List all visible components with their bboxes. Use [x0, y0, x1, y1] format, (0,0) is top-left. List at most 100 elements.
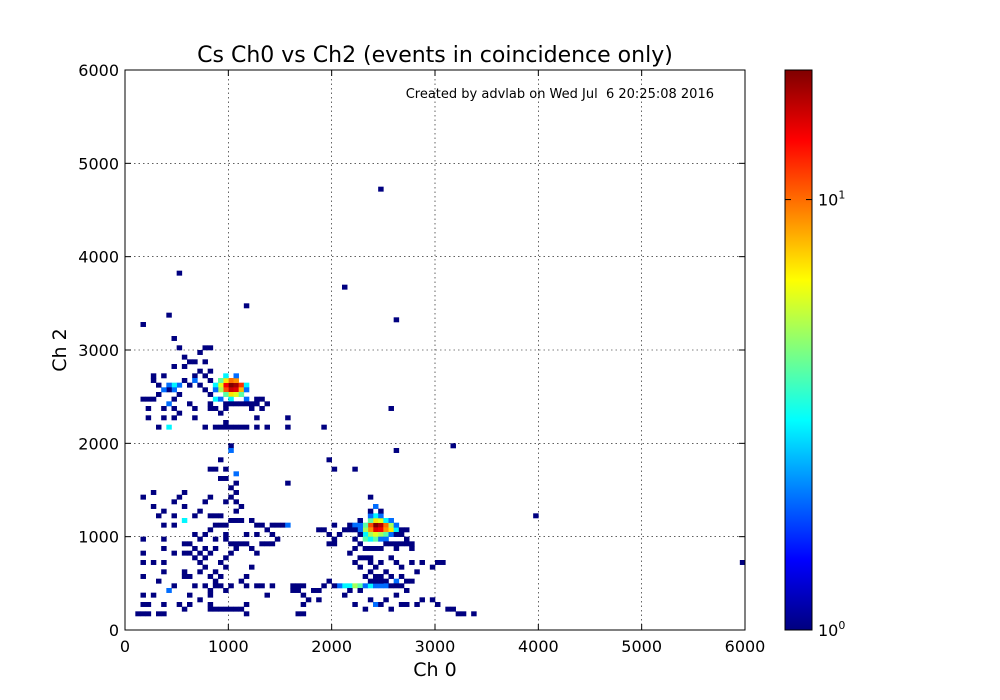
heatmap-bin	[212, 396, 219, 402]
heatmap-bin	[150, 373, 157, 379]
heatmap-bin	[352, 560, 358, 565]
heatmap-bin	[166, 382, 172, 388]
heatmap-bin	[388, 583, 394, 589]
heatmap-bin	[161, 536, 167, 542]
heatmap-bin	[398, 574, 405, 579]
heatmap-bin	[321, 527, 327, 533]
heatmap-bin	[202, 345, 208, 351]
heatmap-bin	[249, 546, 255, 551]
heatmap-bin	[207, 392, 214, 397]
heatmap-bin	[207, 406, 214, 411]
heatmap-bin	[373, 532, 379, 537]
heatmap-bin	[233, 401, 239, 407]
y-tick-label: 1000	[78, 528, 119, 547]
heatmap-bin	[393, 546, 400, 551]
heatmap-bin	[455, 611, 462, 617]
heatmap-bin	[357, 564, 363, 570]
heatmap-bin	[295, 588, 301, 593]
heatmap-bin	[223, 522, 229, 528]
heatmap-bin	[300, 611, 307, 617]
heatmap-bin	[140, 560, 146, 565]
x-tick-label: 5000	[621, 637, 662, 656]
heatmap-bin	[207, 574, 214, 579]
heatmap-bin	[223, 373, 229, 379]
heatmap-bin	[238, 392, 245, 397]
heatmap-bin	[187, 541, 193, 547]
heatmap-bin	[378, 527, 384, 533]
heatmap-bin	[243, 424, 250, 430]
heatmap-bin	[181, 354, 188, 360]
heatmap-bin	[202, 424, 208, 430]
heatmap-bin	[156, 513, 162, 519]
creation-annotation: Created by advlab on Wed Jul 6 20:25:08 …	[406, 87, 714, 102]
heatmap-bin	[212, 583, 219, 589]
heatmap-bin	[202, 373, 208, 379]
x-tick-label: 0	[120, 637, 130, 656]
heatmap-bin	[176, 410, 183, 416]
heatmap-bin	[171, 415, 177, 421]
heatmap-bin	[181, 504, 188, 509]
heatmap-bin	[156, 392, 162, 397]
heatmap-bin	[378, 574, 384, 579]
heatmap-bin	[238, 424, 245, 430]
heatmap-bin	[393, 527, 400, 533]
heatmap-bin	[249, 564, 255, 570]
heatmap-bin	[181, 364, 188, 369]
heatmap-bin	[404, 541, 410, 547]
heatmap-bin	[223, 378, 229, 383]
heatmap-bin	[223, 606, 229, 612]
heatmap-bin	[336, 532, 343, 537]
heatmap-bin	[388, 527, 394, 533]
heatmap-bin	[218, 410, 224, 416]
heatmap-bin	[342, 284, 348, 290]
heatmap-bin	[393, 541, 400, 547]
heatmap-bin	[280, 522, 286, 528]
heatmap-bin	[166, 401, 172, 407]
heatmap-bin	[233, 541, 239, 547]
heatmap-bin	[228, 485, 234, 491]
heatmap-bin	[192, 359, 198, 365]
heatmap-bin	[212, 578, 219, 584]
heatmap-bin	[218, 457, 224, 463]
heatmap-bin	[202, 359, 208, 365]
heatmap-bin	[223, 555, 229, 561]
heatmap-bin	[357, 583, 363, 589]
heatmap-bin	[176, 382, 183, 388]
axis-tick-marks	[124, 69, 746, 631]
heatmap-bin	[228, 448, 234, 453]
heatmap-bin	[202, 499, 208, 505]
colorbar-tick-exponent: 0	[838, 619, 845, 632]
heatmap-bin	[223, 564, 229, 570]
heatmap-bin	[243, 401, 250, 407]
heatmap-bin	[218, 382, 224, 388]
heatmap-bin	[223, 532, 229, 537]
heatmap-bin	[140, 602, 146, 607]
heatmap-bin	[223, 499, 229, 505]
heatmap-bin	[145, 611, 152, 617]
y-axis-label: Ch 2	[49, 328, 71, 371]
heatmap-bin	[352, 583, 358, 589]
heatmap-bin	[393, 448, 400, 453]
heatmap-bin	[218, 606, 224, 612]
heatmap-bin	[171, 406, 177, 411]
heatmap-bin	[228, 606, 234, 612]
heatmap-bin	[264, 527, 270, 533]
heatmap-bin	[171, 396, 177, 402]
x-axis-label: Ch 0	[413, 659, 456, 681]
heatmap-bin	[316, 527, 322, 533]
heatmap-bin	[233, 471, 239, 477]
heatmap-bin	[316, 597, 322, 603]
y-tick-label: 0	[109, 621, 119, 640]
heatmap-bin	[181, 541, 188, 547]
heatmap-bin	[187, 382, 193, 388]
heatmap-bin	[218, 476, 224, 481]
heatmap-bin	[207, 368, 214, 374]
heatmap-bin	[171, 513, 177, 519]
heatmap-bin	[347, 550, 353, 556]
heatmap-bin	[383, 536, 389, 542]
heatmap-bin	[187, 592, 193, 598]
heatmap-bin	[367, 569, 374, 575]
colorbar-tick-label: 100	[818, 619, 845, 640]
heatmap-bin	[254, 424, 260, 430]
heatmap-bin	[414, 569, 420, 575]
